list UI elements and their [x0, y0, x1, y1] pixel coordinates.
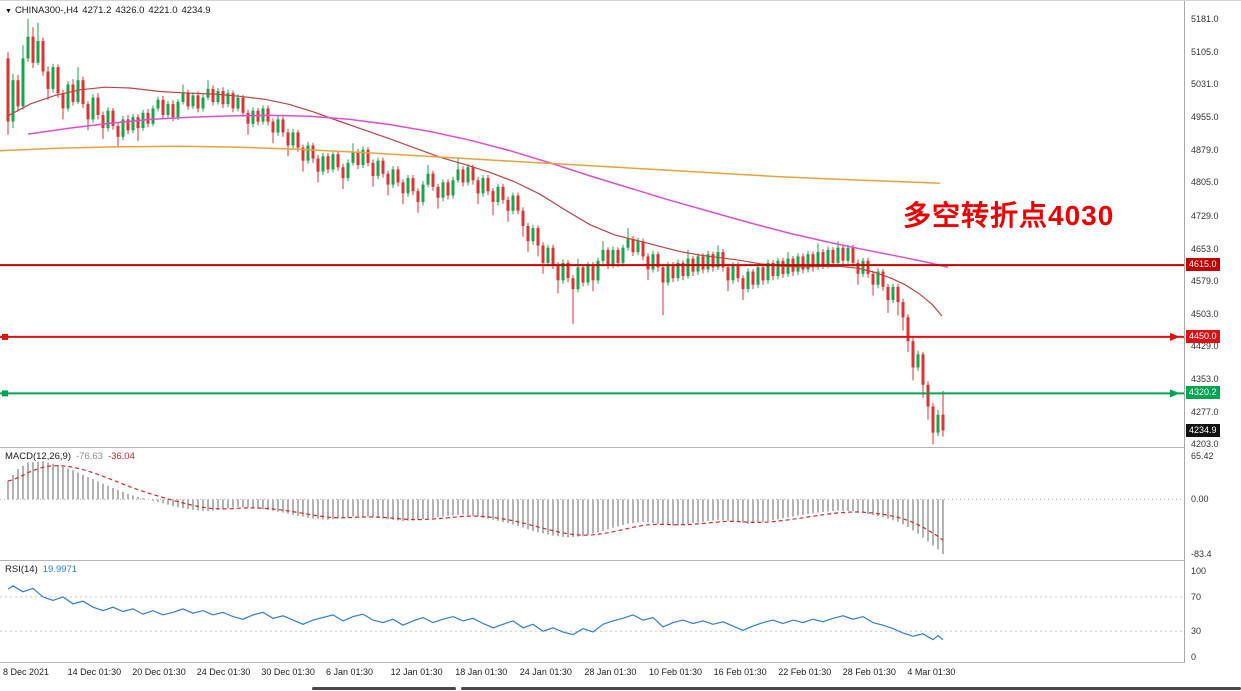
- hline-price-badge[interactable]: 4615.0: [1186, 258, 1220, 272]
- time-tick: 18 Jan 01:30: [455, 667, 508, 677]
- time-tick: 30 Dec 01:30: [261, 667, 315, 677]
- rsi-canvas[interactable]: [0, 561, 1184, 662]
- price-tick: 4729.0: [1191, 210, 1219, 221]
- price-tick: 4277.0: [1191, 407, 1219, 418]
- time-tick: 12 Jan 01:30: [390, 667, 443, 677]
- bottom-scrollbar-left[interactable]: [312, 687, 456, 690]
- ma-fast-red: [7, 86, 943, 317]
- price-pane[interactable]: ▼ CHINA300-,H4 4271.2 4326.0 4221.0 4234.9 多空…: [0, 1, 1184, 447]
- time-tick: 24 Dec 01:30: [196, 667, 251, 677]
- annotation-text[interactable]: 多空转折点4030: [903, 200, 1115, 231]
- price-tick: 4429.0: [1191, 341, 1219, 352]
- rsi-label: RSI(14) 19.9971: [5, 564, 82, 575]
- price-tick: 5181.0: [1191, 13, 1219, 24]
- rsi-tick: 30: [1191, 626, 1202, 637]
- macd-tick: 65.42: [1191, 451, 1214, 462]
- time-tick: 8 Dec 2021: [3, 667, 50, 677]
- time-tick: 24 Jan 01:30: [519, 667, 572, 677]
- macd-name: MACD(12,26,9): [5, 451, 71, 462]
- macd-tick: 0.00: [1191, 494, 1209, 505]
- hline-price-badge[interactable]: 4450.0: [1186, 329, 1220, 343]
- rsi-tick: 70: [1191, 591, 1202, 602]
- time-tick: 6 Jan 01:30: [326, 667, 374, 677]
- price-tick: 4879.0: [1191, 145, 1219, 156]
- chart-menu-icon[interactable]: ▼: [5, 8, 12, 15]
- ma-mid-magenta: [27, 114, 949, 269]
- rsi-name: RSI(14): [5, 564, 38, 575]
- price-chart-canvas[interactable]: [0, 1, 1184, 447]
- macd-histogram: [7, 461, 944, 555]
- pane-separator[interactable]: [0, 560, 1241, 561]
- ohlc-open: 4271.2: [82, 5, 112, 16]
- macd-label: MACD(12,26,9) -76.63 -36.04: [5, 451, 140, 462]
- time-tick: 4 Mar 01:30: [907, 667, 956, 677]
- current-price-badge[interactable]: 4234.9: [1186, 423, 1220, 437]
- moving-average-lines: [0, 86, 949, 317]
- macd-signal-line: [7, 465, 944, 541]
- time-tick: 28 Feb 01:30: [842, 667, 896, 677]
- price-tick: 5105.0: [1191, 46, 1219, 57]
- ohlc-close: 4234.9: [181, 5, 211, 16]
- time-tick: 20 Dec 01:30: [132, 667, 186, 677]
- macd-main-value: -76.63: [76, 451, 103, 462]
- rsi-pane[interactable]: RSI(14) 19.9971: [0, 561, 1184, 662]
- macd-signal-value: -36.04: [107, 451, 135, 462]
- candles[interactable]: [6, 18, 945, 445]
- symbol-name: CHINA300-,H4: [14, 5, 79, 16]
- rsi-value: 19.9971: [42, 564, 78, 575]
- price-tick: 4955.0: [1191, 112, 1219, 123]
- time-tick: 16 Feb 01:30: [713, 667, 767, 677]
- bottom-scrollbar-right[interactable]: [461, 687, 1241, 690]
- price-tick: 4805.0: [1191, 177, 1219, 188]
- macd-tick: -83.4: [1191, 549, 1212, 560]
- macd-canvas[interactable]: [0, 448, 1184, 560]
- rsi-tick: 100: [1191, 566, 1207, 577]
- hline-price-badge[interactable]: 4320.2: [1186, 386, 1220, 400]
- pane-separator[interactable]: [0, 447, 1241, 448]
- price-tick: 4203.0: [1191, 439, 1219, 450]
- horizontal-lines[interactable]: [0, 264, 1184, 398]
- ma-slow-orange: [0, 145, 941, 185]
- time-tick: 22 Feb 01:30: [778, 667, 832, 677]
- price-tick: 5031.0: [1191, 79, 1219, 90]
- time-tick: 14 Dec 01:30: [67, 667, 122, 677]
- time-tick: 10 Feb 01:30: [649, 667, 703, 677]
- price-tick: 4503.0: [1191, 308, 1219, 319]
- rsi-tick: 0: [1191, 651, 1197, 662]
- price-tick: 4579.0: [1191, 275, 1219, 286]
- ohlc-low: 4221.0: [148, 5, 178, 16]
- rsi-line: [7, 585, 944, 641]
- ohlc-high: 4326.0: [115, 5, 145, 16]
- price-tick: 4353.0: [1191, 374, 1219, 385]
- time-axis[interactable]: 8 Dec 2021 14 Dec 01:30 20 Dec 01:30 24 Dec…: [0, 663, 1241, 685]
- macd-pane[interactable]: MACD(12,26,9) -76.63 -36.04: [0, 448, 1184, 560]
- pane-separator: [0, 662, 1241, 663]
- price-axis[interactable]: 5181.0 5105.0 5031.0 4955.0 4879.0 4805.0 4729…: [1184, 1, 1241, 663]
- symbol-header: ▼ CHINA300-,H4 4271.2 4326.0 4221.0 4234.9: [5, 5, 215, 16]
- price-tick: 4653.0: [1191, 243, 1219, 254]
- time-tick: 28 Jan 01:30: [584, 667, 637, 677]
